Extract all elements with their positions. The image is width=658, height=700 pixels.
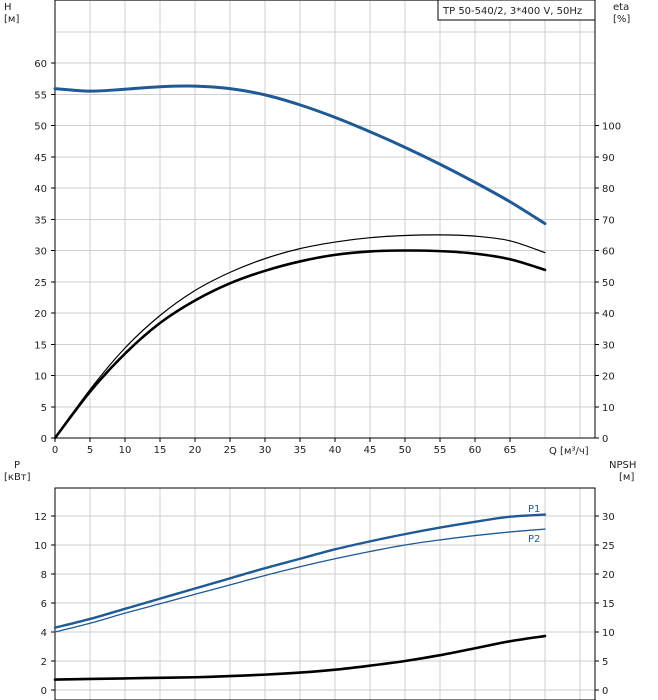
y-right-label-line1: eta xyxy=(613,2,629,13)
npsh-tick-label: 25 xyxy=(602,541,615,552)
h-tick-label: 35 xyxy=(34,215,47,226)
p-tick-label: 10 xyxy=(34,541,47,552)
p2-curve xyxy=(54,528,546,633)
x-tick-label: 55 xyxy=(434,445,447,456)
h-tick-label: 25 xyxy=(34,278,47,289)
x-tick-label: 15 xyxy=(154,445,167,456)
p-tick-label: 4 xyxy=(41,628,47,639)
h-tick-label: 55 xyxy=(34,90,47,101)
eta-tick-label: 60 xyxy=(602,247,615,258)
title-box-frame xyxy=(437,0,596,21)
x-tick-label: 25 xyxy=(224,445,237,456)
title-box: TP 50-540/2, 3*400 V, 50Hz xyxy=(437,0,596,21)
h-tick-label: 60 xyxy=(34,59,47,70)
h-tick-label: 20 xyxy=(34,309,47,320)
x-tick-label: 5 xyxy=(87,445,93,456)
p-tick-label: 8 xyxy=(41,570,47,581)
p1-series-label: P1 xyxy=(528,504,540,515)
h-tick-label: 50 xyxy=(34,122,47,133)
p-axis-label-line1: P xyxy=(14,460,20,471)
p-tick-label: 12 xyxy=(34,512,47,523)
npsh-axis-label-line2: [м] xyxy=(619,472,634,483)
eta-tick-label: 10 xyxy=(602,403,615,414)
y-left-label-line2: [м] xyxy=(4,14,19,25)
y-right-label-line2: [%] xyxy=(613,14,630,25)
p-tick-label: 0 xyxy=(41,686,47,697)
h-tick-label: 0 xyxy=(41,434,47,445)
efficiency-pump-curve xyxy=(54,234,546,439)
eta-tick-label: 20 xyxy=(602,372,615,383)
npsh-tick-label: 30 xyxy=(602,512,615,523)
npsh-axis-label-line1: NPSH xyxy=(609,460,636,471)
p-axis-label-line2: [кВт] xyxy=(4,472,31,483)
npsh-tick-label: 0 xyxy=(602,686,608,697)
bottom-y-right-ticks: 0 5 10 15 20 25 30 xyxy=(595,512,615,697)
top-y-right-ticks: 0 10 20 30 40 50 60 70 80 90 100 xyxy=(595,122,621,445)
x-tick-label: 35 xyxy=(294,445,307,456)
npsh-tick-label: 15 xyxy=(602,599,615,610)
x-tick-label: 50 xyxy=(399,445,412,456)
eta-tick-label: 80 xyxy=(602,184,615,195)
eta-tick-label: 100 xyxy=(602,122,621,133)
x-tick-label: 0 xyxy=(52,445,58,456)
p-tick-label: 2 xyxy=(41,657,47,668)
y-left-label-line1: H xyxy=(4,2,12,13)
npsh-curve xyxy=(53,634,547,681)
eta-tick-label: 50 xyxy=(602,278,615,289)
efficiency-total-curve xyxy=(53,249,547,440)
npsh-tick-label: 5 xyxy=(602,657,608,668)
x-tick-label: 65 xyxy=(504,445,517,456)
h-tick-label: 10 xyxy=(34,372,47,383)
x-tick-label: 60 xyxy=(469,445,482,456)
x-tick-label: 10 xyxy=(119,445,132,456)
bottom-series xyxy=(53,513,547,681)
h-tick-label: 45 xyxy=(34,153,47,164)
head-efficiency-panel: TP 50-540/2, 3*400 V, 50Hz H [м] eta [%]… xyxy=(4,0,630,457)
x-tick-label: 45 xyxy=(364,445,377,456)
bottom-plot-frame xyxy=(54,487,596,700)
eta-tick-label: 90 xyxy=(602,153,615,164)
p-tick-label: 6 xyxy=(41,599,47,610)
x-axis-label: Q [м³/ч] xyxy=(549,446,589,457)
top-y-left-ticks: 0 5 10 15 20 25 30 35 40 45 50 55 60 xyxy=(34,59,55,445)
h-tick-label: 5 xyxy=(41,403,47,414)
p1-curve xyxy=(53,513,547,629)
chart-title: TP 50-540/2, 3*400 V, 50Hz xyxy=(442,6,582,17)
h-tick-label: 40 xyxy=(34,184,47,195)
h-tick-label: 30 xyxy=(34,247,47,258)
h-tick-label: 15 xyxy=(34,340,47,351)
x-tick-label: 40 xyxy=(329,445,342,456)
eta-tick-label: 0 xyxy=(602,434,608,445)
eta-tick-label: 70 xyxy=(602,215,615,226)
eta-tick-label: 30 xyxy=(602,340,615,351)
npsh-tick-label: 10 xyxy=(602,628,615,639)
x-tick-label: 20 xyxy=(189,445,202,456)
top-series xyxy=(53,84,547,440)
bottom-y-left-ticks: 0 2 4 6 8 10 12 xyxy=(34,512,55,697)
bottom-grid xyxy=(54,488,595,700)
x-tick-label: 30 xyxy=(259,445,272,456)
head-curve xyxy=(53,84,547,226)
p2-series-label: P2 xyxy=(528,534,540,545)
top-x-ticks: 0 5 10 15 20 25 30 35 40 45 50 55 60 65 xyxy=(52,438,517,456)
eta-tick-label: 40 xyxy=(602,309,615,320)
top-grid xyxy=(54,0,595,439)
npsh-tick-label: 20 xyxy=(602,570,615,581)
